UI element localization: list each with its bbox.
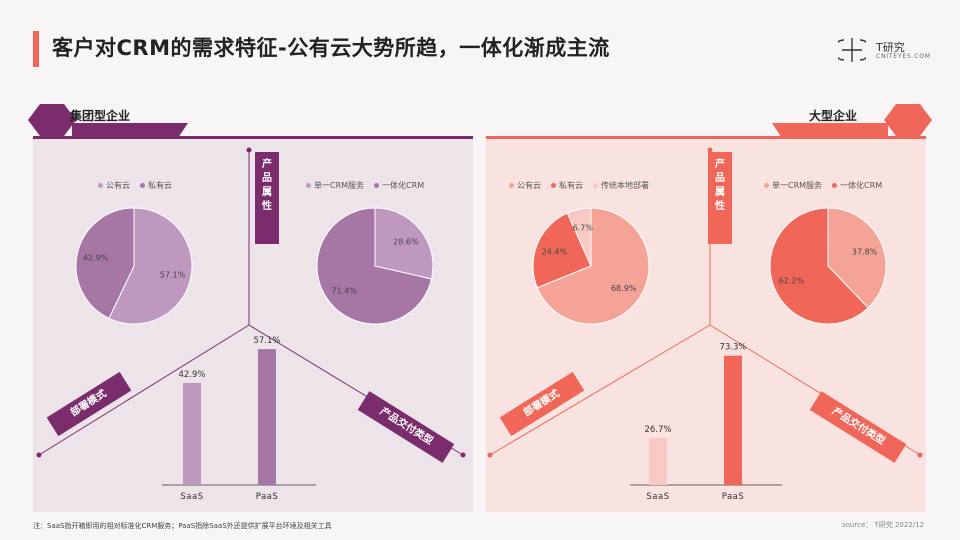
bar-value-label: 42.9% [178, 370, 205, 380]
pie-label: 62.2% [779, 277, 805, 286]
left-panel [33, 138, 473, 512]
legend-swatch [374, 183, 380, 188]
legend-label: 一体化CRM [840, 181, 883, 190]
pie-slice [108, 207, 193, 325]
left-segment-label: 集团型企业 [70, 109, 131, 123]
legend-swatch [593, 183, 598, 188]
pie-label: 42.9% [83, 253, 109, 262]
bar-category-label: PaaS [722, 492, 745, 502]
right-attribute-tag-char: 品 [715, 173, 725, 184]
legend-swatch [551, 183, 556, 188]
legend-swatch [764, 183, 769, 188]
bar-category-label: SaaS [646, 492, 669, 502]
footnote: 注：SaaS指开箱即用的相对标准化CRM服务；PaaS指除SaaS外还提供扩展平… [33, 522, 332, 530]
logo-subtext: CNITEYES.COM [876, 53, 931, 60]
right-attribute-tag-char: 产 [715, 159, 725, 170]
source-note: source： T研究 2022/12 [842, 521, 925, 529]
left-pie1-legend: 公有云 私有云 [98, 180, 172, 191]
legend-label: 一体化CRM [382, 181, 425, 190]
legend-label: 传统本地部署 [601, 181, 649, 190]
pie-label: 71.4% [331, 287, 357, 296]
bar-value-label: 73.3% [719, 343, 746, 353]
legend-swatch [306, 183, 311, 188]
right-segment-label: 大型企业 [809, 109, 858, 123]
left-header-shape [28, 104, 188, 138]
bar [183, 382, 201, 485]
legend-label: 公有云 [106, 181, 130, 190]
pie-label: 57.1% [160, 271, 186, 280]
bar [649, 437, 667, 485]
logo-mark-icon [838, 38, 866, 62]
bar-category-label: PaaS [256, 492, 279, 502]
pie-slice [75, 207, 135, 319]
right-pie1-legend: 公有云 私有云 传统本地部署 [509, 180, 649, 191]
logo-text: T研究 [876, 41, 905, 54]
bar [724, 355, 742, 485]
logo: T研究 CNITEYES.COM [838, 36, 938, 72]
bar [258, 349, 276, 485]
legend-swatch [509, 183, 514, 188]
left-attribute-tag-char: 产 [262, 159, 272, 170]
left-pie2-legend: 单一CRM服务 一体化CRM [306, 180, 424, 191]
legend-label: 私有云 [559, 181, 583, 190]
bar-category-label: SaaS [180, 492, 203, 502]
right-pie2-legend: 单一CRM服务 一体化CRM [764, 180, 882, 191]
pie-label: 37.8% [852, 247, 878, 256]
bar-value-label: 57.1% [253, 336, 280, 346]
left-header-line [33, 136, 473, 139]
pie-slice [827, 207, 887, 309]
right-attribute-tag-char: 属 [715, 187, 725, 198]
left-attribute-tag-char: 属 [262, 187, 272, 198]
legend-label: 单一CRM服务 [314, 181, 365, 190]
legend-swatch [140, 183, 145, 188]
right-attribute-tag: 产品属性 [708, 152, 732, 244]
left-attribute-tag-char: 品 [262, 173, 272, 184]
pie-slice [374, 207, 434, 280]
title-accent-bar [33, 31, 39, 67]
pie-slice [536, 207, 650, 325]
legend-label: 单一CRM服务 [772, 181, 823, 190]
left-attribute-tag-char: 性 [262, 201, 272, 212]
legend-swatch [98, 183, 103, 188]
legend-label: 公有云 [517, 181, 541, 190]
page-title: 客户对CRM的需求特征-公有云大势所趋，一体化渐成主流 [52, 36, 610, 60]
right-attribute-tag-char: 性 [715, 201, 725, 212]
left-attribute-tag: 产品属性 [255, 152, 279, 244]
right-panel [486, 138, 926, 512]
legend-swatch [832, 183, 838, 188]
right-header-shape [772, 104, 932, 138]
pie-slice [316, 207, 433, 325]
pie-label: 24.4% [542, 247, 568, 256]
bar-value-label: 26.7% [644, 425, 671, 435]
legend-label: 私有云 [148, 181, 172, 190]
pie-slice [769, 207, 869, 325]
pie-label: 6.7% [573, 223, 594, 232]
pie-label: 28.6% [393, 237, 419, 246]
right-header-line [486, 136, 926, 139]
pie-slice [532, 212, 592, 289]
pie-slice [566, 207, 592, 267]
pie-label: 68.9% [611, 284, 637, 293]
